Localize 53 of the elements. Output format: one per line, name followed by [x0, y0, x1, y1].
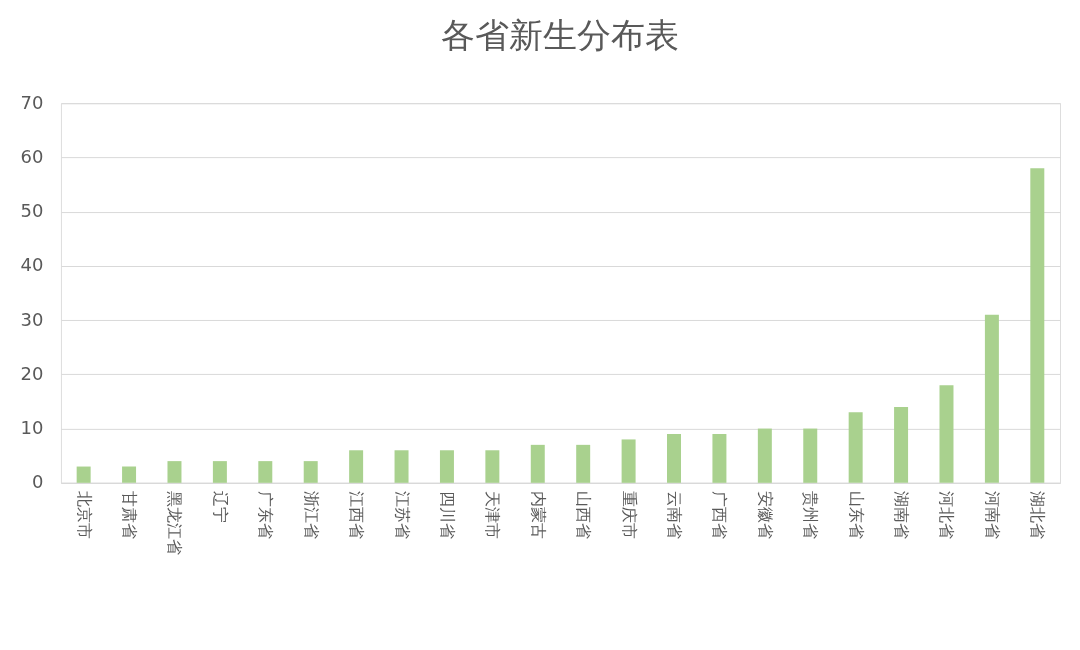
bar [1030, 168, 1045, 483]
x-tick-label: 贵州省 [801, 491, 821, 540]
bar [439, 450, 454, 483]
x-tick-label: 山东省 [846, 491, 866, 540]
bar [76, 466, 91, 483]
bar [757, 428, 772, 483]
y-tick-label: 20 [20, 362, 44, 384]
x-tick-label: 湖北省 [1028, 491, 1048, 540]
x-tick-label: 甘肃省 [120, 491, 140, 540]
x-tick-label: 重庆市 [619, 491, 639, 540]
bar [530, 444, 545, 483]
x-tick-label: 江苏省 [392, 491, 412, 540]
y-tick-label: 30 [20, 308, 44, 330]
bar [894, 406, 909, 483]
y-tick-label: 60 [20, 145, 44, 167]
x-tick-label: 江西省 [347, 491, 367, 540]
x-tick-label: 广西省 [710, 491, 730, 540]
bar [621, 439, 636, 483]
bar [394, 450, 409, 483]
bar [303, 461, 318, 483]
y-tick-label: 40 [20, 254, 44, 276]
x-tick-label: 云南省 [665, 491, 685, 540]
bar [485, 450, 500, 483]
bar [212, 461, 227, 483]
bar [939, 385, 954, 483]
x-tick-label: 浙江省 [301, 491, 321, 540]
bar [258, 461, 273, 483]
bar [803, 428, 818, 483]
x-tick-label: 山西省 [574, 491, 594, 540]
bar [576, 444, 591, 483]
x-tick-label: 黑龙江省 [165, 491, 185, 556]
y-tick-label: 0 [32, 471, 44, 493]
x-tick-label: 内蒙古 [528, 491, 548, 540]
x-tick-label: 安徽省 [755, 491, 775, 540]
y-tick-label: 50 [20, 200, 44, 222]
bar [167, 461, 182, 483]
bar [984, 314, 999, 483]
bar [712, 434, 727, 483]
x-tick-label: 广东省 [256, 491, 276, 540]
x-tick-label: 北京市 [74, 491, 94, 540]
x-tick-label: 湖南省 [892, 491, 912, 540]
x-tick-label: 河北省 [937, 491, 957, 540]
bar [848, 412, 863, 483]
bar [667, 434, 682, 483]
x-tick-label: 四川省 [437, 491, 457, 540]
bar [349, 450, 364, 483]
chart-title: 各省新生分布表 [441, 15, 680, 56]
x-tick-label: 辽宁 [210, 491, 230, 524]
bar [122, 466, 137, 483]
y-tick-label: 70 [20, 91, 44, 113]
x-tick-label: 天津市 [483, 491, 503, 540]
x-tick-label: 河南省 [982, 491, 1002, 540]
y-tick-label: 10 [20, 417, 44, 439]
